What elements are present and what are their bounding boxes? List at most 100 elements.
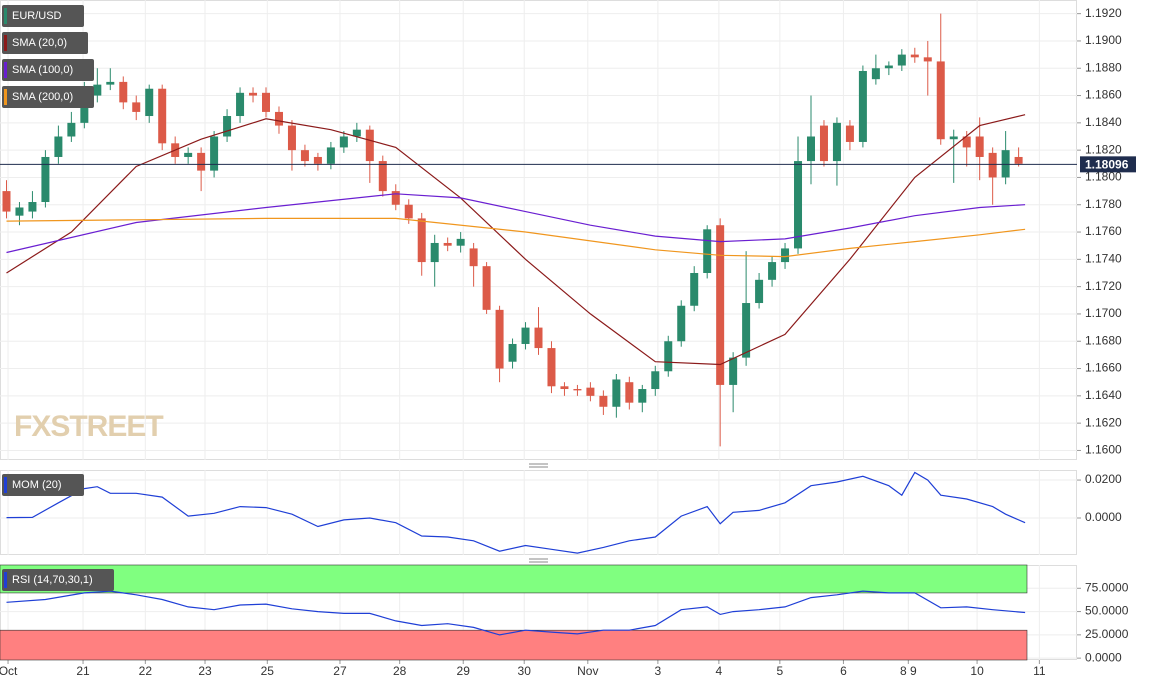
candle-body xyxy=(547,348,556,387)
y-tick-label: 1.1760 xyxy=(1085,224,1122,238)
x-tick-label: 22 xyxy=(139,664,153,678)
candle-body xyxy=(781,248,790,263)
x-tick-label: 30 xyxy=(518,664,532,678)
candle-body xyxy=(1014,156,1023,164)
candle-body xyxy=(768,262,777,280)
candle-body xyxy=(586,387,595,396)
y-tick-label: 50.0000 xyxy=(1085,604,1129,618)
candle-body xyxy=(28,202,37,212)
candle-body xyxy=(949,136,958,140)
x-tick-label: 21 xyxy=(76,664,90,678)
y-tick-label: 1.1600 xyxy=(1085,443,1122,457)
y-tick-label: 0.0000 xyxy=(1085,510,1122,524)
y-tick-label: 1.1880 xyxy=(1085,60,1122,74)
y-tick-label: 1.1620 xyxy=(1085,415,1122,429)
candle-body xyxy=(612,379,621,407)
candle-body xyxy=(806,136,815,162)
candle-body xyxy=(573,389,582,391)
candle-body xyxy=(326,147,335,164)
watermark: FXSTREET xyxy=(14,410,163,443)
indicator-line xyxy=(6,217,1026,258)
candle-body xyxy=(158,88,167,144)
candle-body xyxy=(417,218,426,263)
candle-body xyxy=(910,54,919,58)
x-tick-label: 27 xyxy=(333,664,347,678)
candle-body xyxy=(755,279,764,304)
candle-body xyxy=(897,54,906,66)
candle-body xyxy=(690,272,699,306)
candle-body xyxy=(677,305,686,342)
x-tick-label: 3 xyxy=(655,664,662,678)
y-tick-label: 75.0000 xyxy=(1085,580,1129,594)
candle-body xyxy=(703,229,712,273)
mom-panel xyxy=(0,470,1077,555)
candle-body xyxy=(184,152,193,157)
candle-body xyxy=(988,152,997,178)
x-tick-label: Oct xyxy=(0,664,18,678)
last-price-box xyxy=(1080,156,1136,173)
candle-body xyxy=(287,125,296,151)
indicator-line xyxy=(6,471,1026,554)
candle-body xyxy=(119,81,128,103)
legend-box xyxy=(2,474,84,496)
candle-body xyxy=(1001,150,1010,178)
legend-label: MOM (20) xyxy=(12,479,62,491)
y-tick-label: 1.1860 xyxy=(1085,88,1122,102)
y-tick-label: 1.1720 xyxy=(1085,279,1122,293)
y-tick-label: 1.1820 xyxy=(1085,142,1122,156)
legend-swatch xyxy=(4,8,7,24)
candle-body xyxy=(365,129,374,162)
main-panel xyxy=(0,0,1077,460)
candle-body xyxy=(819,125,828,162)
candle-body xyxy=(923,57,932,62)
candle-body xyxy=(729,357,738,385)
candle-body xyxy=(300,150,309,162)
legend-swatch xyxy=(4,62,7,78)
x-tick-label: 29 xyxy=(457,664,471,678)
candle-body xyxy=(845,125,854,142)
candle-body xyxy=(599,395,608,407)
candle-body xyxy=(508,343,517,362)
legend-swatch xyxy=(4,477,7,493)
candle-body xyxy=(236,92,245,117)
x-tick-label: 28 xyxy=(393,664,407,678)
candle-body xyxy=(962,136,971,148)
legend-box xyxy=(2,59,94,81)
y-tick-label: 1.1700 xyxy=(1085,306,1122,320)
oversold-zone xyxy=(0,629,1028,661)
candle-body xyxy=(871,68,880,80)
candle-body xyxy=(858,70,867,142)
candle-body xyxy=(534,327,543,349)
legend-label: SMA (200,0) xyxy=(12,91,73,103)
legend-label: EUR/USD xyxy=(12,10,62,22)
candle-body xyxy=(469,248,478,267)
y-tick-label: 1.1740 xyxy=(1085,252,1122,266)
candle-body xyxy=(223,116,232,137)
candle-body xyxy=(430,242,439,263)
candle-body xyxy=(41,156,50,203)
candle-body xyxy=(262,92,271,112)
legend-box xyxy=(2,5,84,27)
candle-body xyxy=(80,95,89,123)
y-tick-label: 1.1900 xyxy=(1085,33,1122,47)
candle-body xyxy=(54,136,63,157)
legend-swatch xyxy=(4,572,7,588)
x-tick-label: 10 xyxy=(970,664,984,678)
candle-body xyxy=(15,207,24,216)
y-tick-label: 1.1680 xyxy=(1085,333,1122,347)
candle-body xyxy=(495,309,504,369)
x-tick-label: 8 9 xyxy=(900,664,917,678)
y-tick-label: 0.0200 xyxy=(1085,472,1122,486)
x-tick-label: 23 xyxy=(198,664,212,678)
candle-body xyxy=(716,225,725,385)
candle-body xyxy=(742,303,751,358)
y-tick-label: 0.0000 xyxy=(1085,650,1122,664)
x-tick-label: 11 xyxy=(1033,664,1046,678)
candle-body xyxy=(67,122,76,137)
candle-body xyxy=(832,122,841,162)
legend-box xyxy=(2,32,88,54)
x-tick-label: 6 xyxy=(840,664,847,678)
candle-body xyxy=(197,152,206,171)
